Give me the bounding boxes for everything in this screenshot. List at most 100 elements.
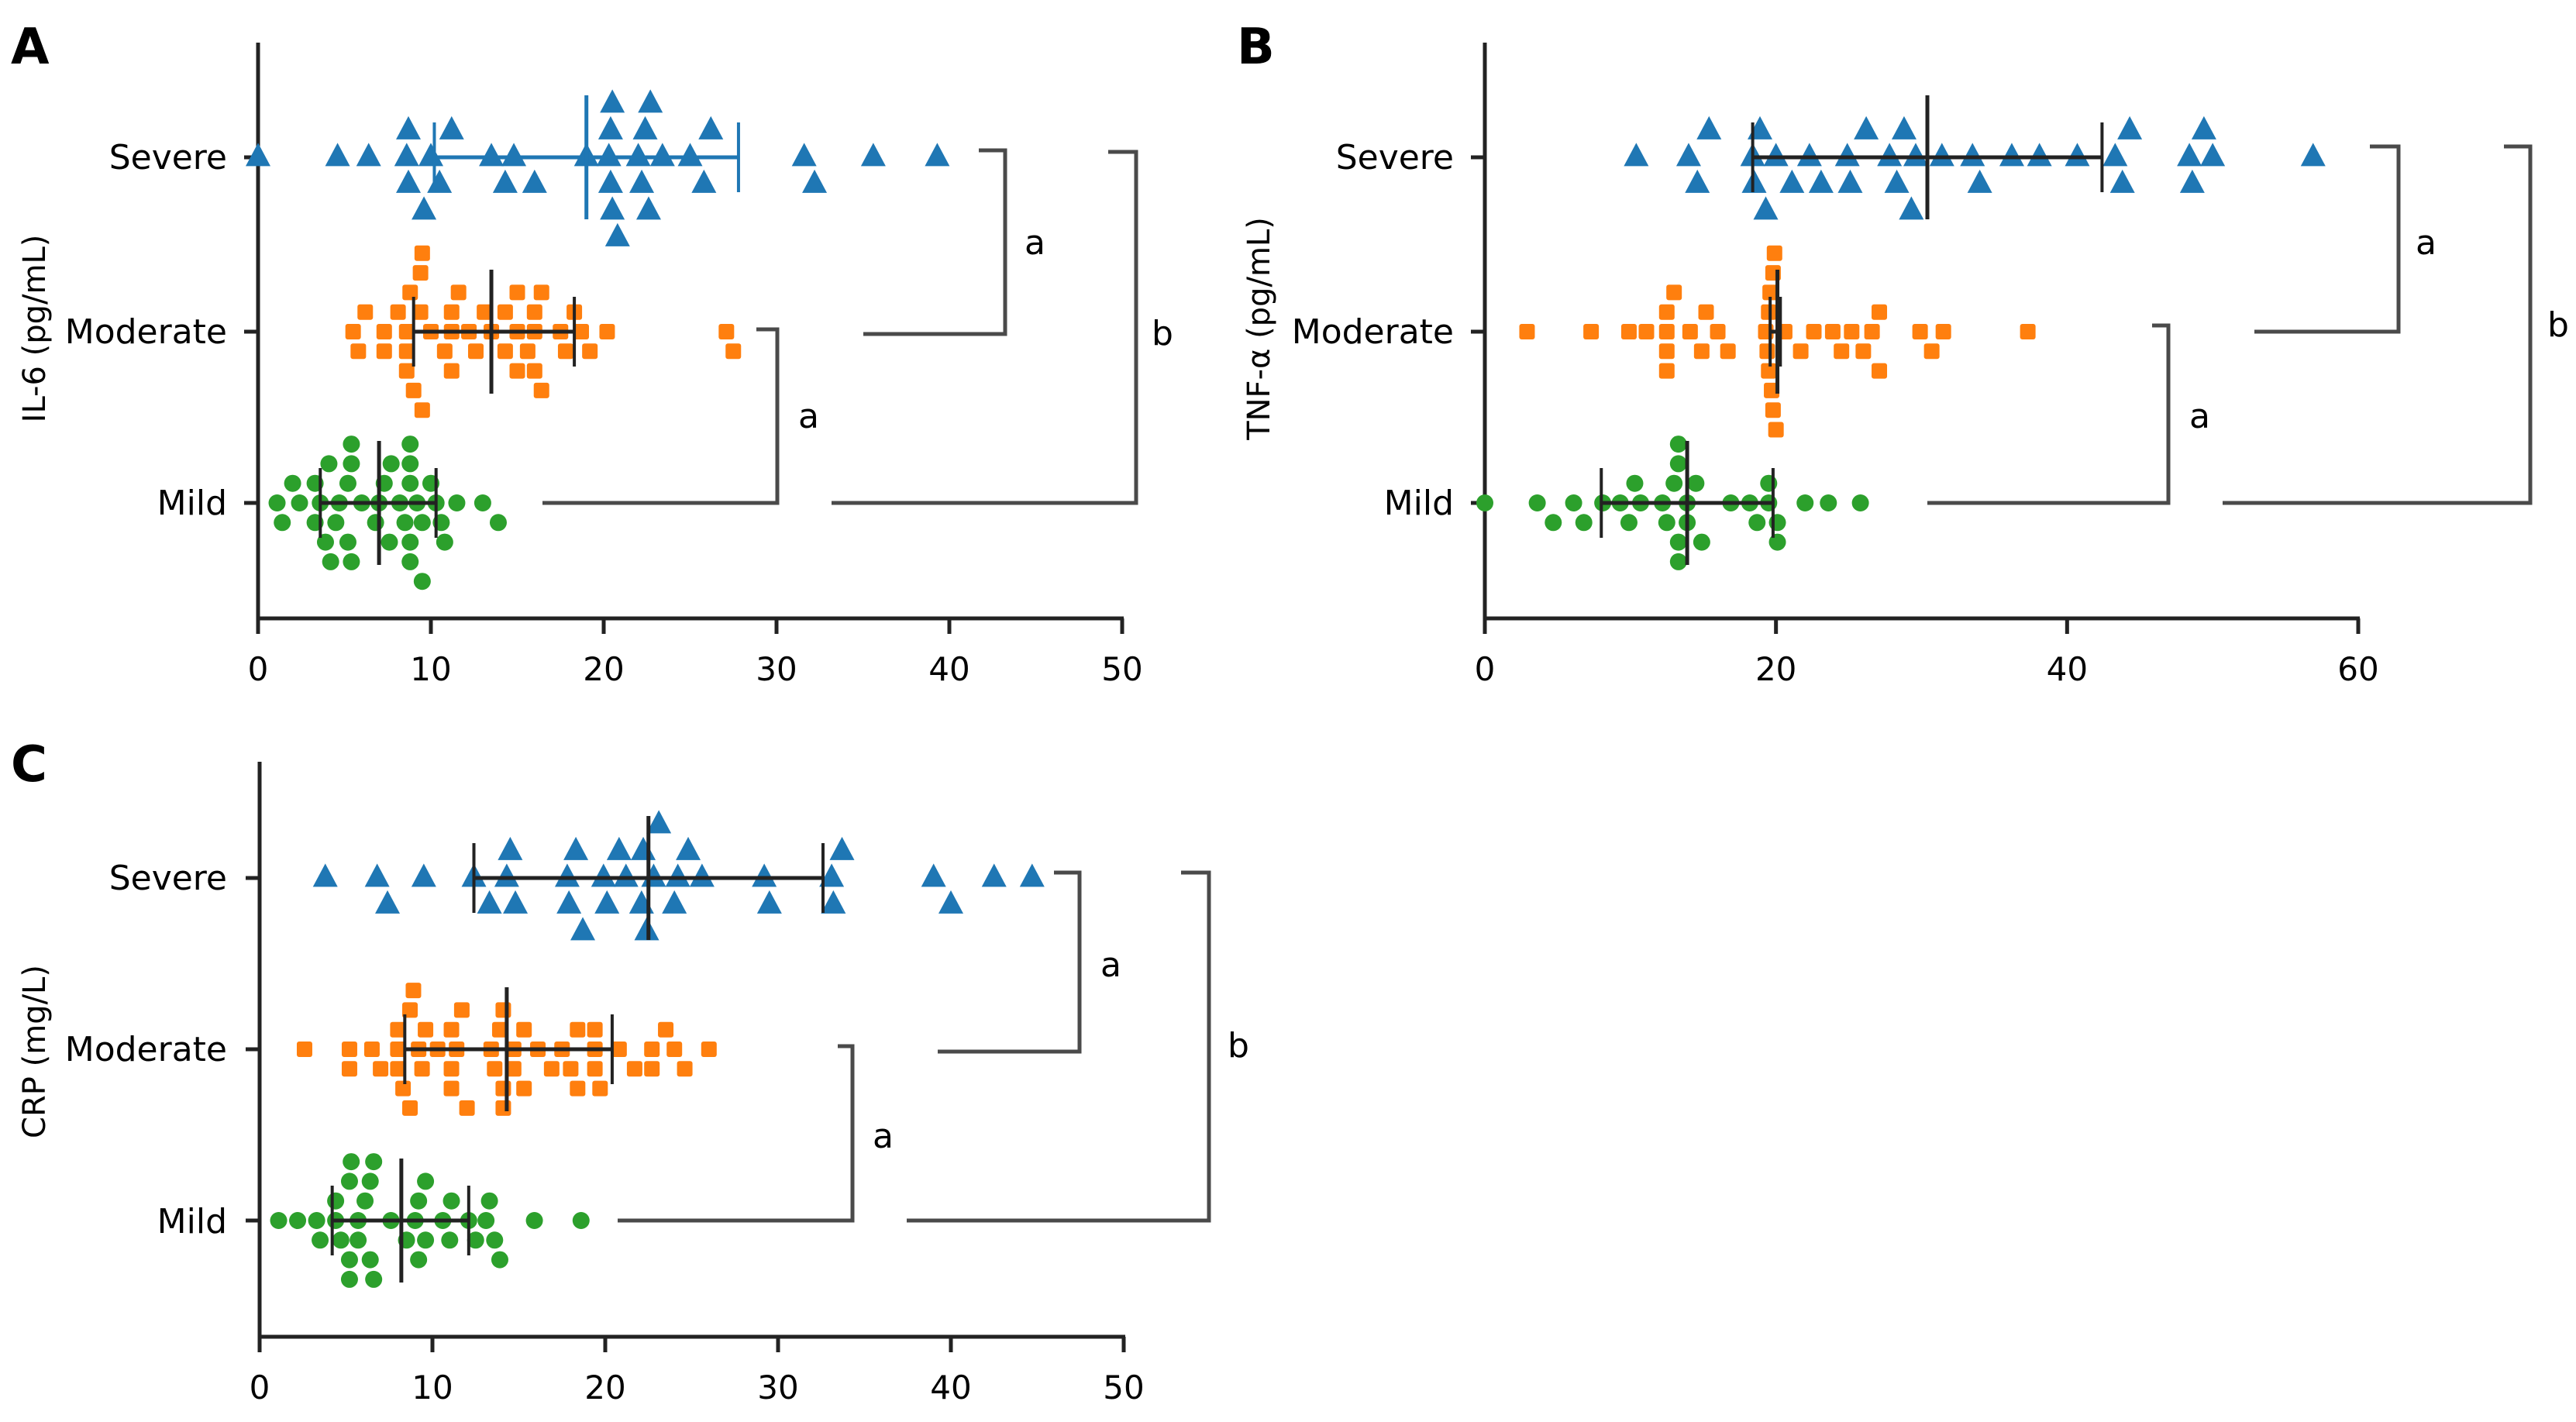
significance-bracket-severe-mild: [2223, 144, 2533, 505]
data-point-mild: [1760, 474, 1778, 492]
data-point-mild: [489, 514, 507, 532]
category-labels-c: Severe Moderate Mild: [65, 859, 227, 1241]
significance-bracket-severe-mild: [832, 150, 1138, 505]
data-point-moderate: [390, 1042, 406, 1057]
data-point-moderate: [376, 343, 392, 360]
data-point-severe: [591, 863, 616, 887]
data-point-moderate: [725, 343, 742, 360]
data-point-severe: [2065, 143, 2090, 167]
data-point-moderate: [357, 304, 374, 320]
data-point-mild: [382, 455, 400, 473]
data-point-moderate: [398, 363, 415, 379]
data-point-severe: [2177, 143, 2202, 167]
data-point-moderate: [1762, 284, 1779, 301]
series-moderate: [1519, 245, 2036, 438]
data-point-mild: [491, 1251, 508, 1269]
x-tick-label: 10: [412, 1369, 453, 1407]
significance-bracket-severe-moderate: [863, 148, 1007, 336]
data-point-mild: [1620, 514, 1638, 532]
series-severe: [312, 810, 1045, 941]
data-point-severe: [606, 836, 632, 860]
sig-label-severe-mild: b: [1228, 1026, 1249, 1066]
data-point-severe: [1899, 196, 1924, 220]
data-point-moderate: [1765, 402, 1781, 418]
data-point-mild: [291, 494, 308, 511]
data-point-mild: [361, 1251, 379, 1269]
x-tick-labels-c: 0 10 20 30 40 50: [250, 1369, 1145, 1407]
panel-a: A IL-6 (pg/mL) Severe Moderate Mild 0 10…: [11, 19, 1173, 688]
median-iqr-bar-moderate: [403, 987, 614, 1111]
data-point-mild: [1796, 494, 1814, 511]
series-moderate: [296, 983, 717, 1116]
category-label-moderate: Moderate: [65, 312, 227, 352]
data-point-severe: [439, 115, 464, 139]
data-point-mild: [361, 1172, 379, 1190]
data-point-severe: [556, 890, 582, 914]
data-point-moderate: [592, 1080, 608, 1097]
data-point-moderate: [570, 1080, 586, 1097]
data-point-severe: [598, 169, 623, 193]
data-point-moderate: [573, 324, 590, 339]
data-point-mild: [1575, 514, 1593, 532]
data-point-mild: [417, 1172, 435, 1190]
data-point-mild: [339, 474, 356, 492]
data-point-moderate: [666, 1042, 683, 1057]
data-point-moderate: [2020, 324, 2036, 339]
data-point-severe: [498, 836, 523, 860]
data-point-severe: [1967, 169, 1992, 193]
data-point-moderate: [467, 343, 484, 360]
x-tick-label: 0: [250, 1369, 270, 1407]
data-point-mild: [401, 436, 419, 453]
data-point-mild: [436, 533, 453, 551]
data-point-mild: [1665, 474, 1683, 492]
data-point-moderate: [495, 1080, 511, 1097]
significance-bracket-moderate-mild: [1927, 323, 2171, 505]
data-point-moderate: [611, 1042, 627, 1057]
series-mild: [270, 1153, 590, 1288]
data-point-moderate: [1923, 343, 1940, 360]
data-point-severe: [641, 863, 666, 887]
data-point-severe: [1960, 143, 1985, 167]
data-point-mild: [417, 1231, 435, 1249]
data-point-moderate: [582, 343, 598, 360]
data-point-moderate: [402, 1100, 418, 1116]
data-point-severe: [501, 143, 527, 167]
panel-letter-a: A: [11, 19, 50, 76]
data-point-moderate: [1720, 343, 1736, 360]
significance-bracket-severe-moderate: [938, 870, 1082, 1054]
data-point-severe: [494, 863, 519, 887]
data-point-moderate: [1638, 324, 1655, 339]
data-point-moderate: [644, 1042, 660, 1057]
sig-label-severe-moderate: a: [1100, 945, 1121, 985]
series-moderate: [345, 245, 742, 418]
data-point-moderate: [1693, 343, 1710, 360]
data-point-severe: [860, 143, 886, 167]
category-label-mild: Mild: [157, 1202, 227, 1241]
data-point-severe: [646, 810, 672, 834]
data-point-moderate: [1620, 324, 1637, 339]
data-point-moderate: [1806, 324, 1822, 339]
data-point-severe: [689, 863, 715, 887]
data-point-mild: [1528, 494, 1546, 511]
data-point-moderate: [376, 324, 392, 339]
data-point-moderate: [491, 1021, 508, 1038]
data-point-severe: [600, 89, 625, 113]
category-label-moderate: Moderate: [1292, 312, 1454, 352]
median-iqr-bar-moderate: [1768, 270, 1782, 394]
data-point-mild: [312, 1231, 329, 1249]
data-point-mild: [308, 1212, 325, 1229]
category-label-mild: Mild: [157, 484, 227, 523]
data-point-severe: [802, 169, 828, 193]
data-point-mild: [401, 533, 419, 551]
data-point-severe: [492, 169, 518, 193]
data-point-severe: [1891, 115, 1917, 139]
data-point-moderate: [443, 1061, 460, 1077]
sig-label-moderate-mild: a: [873, 1117, 894, 1156]
sig-label-severe-moderate: a: [2416, 223, 2437, 263]
data-point-moderate: [495, 1002, 511, 1018]
data-point-mild: [1626, 474, 1644, 492]
data-point-mild: [365, 1153, 383, 1171]
data-point-moderate: [1768, 422, 1784, 438]
data-point-mild: [332, 1231, 350, 1249]
data-point-mild: [289, 1212, 307, 1229]
